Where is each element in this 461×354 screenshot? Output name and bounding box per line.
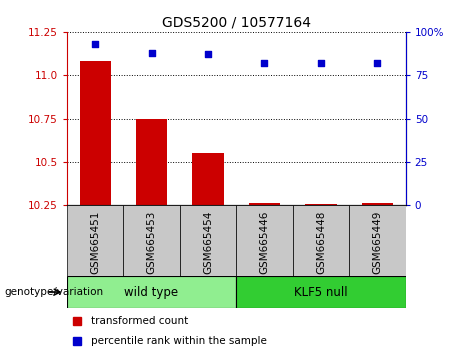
Bar [80, 61, 111, 205]
Text: GSM665454: GSM665454 [203, 211, 213, 274]
Point [317, 60, 325, 66]
Bar [123, 205, 180, 276]
Bar [180, 205, 236, 276]
Text: genotype/variation: genotype/variation [5, 287, 104, 297]
Point [261, 60, 268, 66]
Bar [306, 204, 337, 205]
Point [374, 60, 381, 66]
Bar [136, 119, 167, 205]
Bar [67, 276, 236, 308]
Bar [236, 276, 406, 308]
Point [204, 52, 212, 57]
Text: GSM665449: GSM665449 [372, 211, 383, 274]
Bar [362, 203, 393, 205]
Bar [193, 153, 224, 205]
Bar [236, 205, 293, 276]
Text: transformed count: transformed count [90, 316, 188, 326]
Bar [349, 205, 406, 276]
Bar [67, 205, 123, 276]
Text: wild type: wild type [124, 286, 178, 298]
Bar [293, 205, 349, 276]
Text: percentile rank within the sample: percentile rank within the sample [90, 336, 266, 346]
Text: GSM665451: GSM665451 [90, 211, 100, 274]
Bar [249, 203, 280, 205]
Text: GSM665453: GSM665453 [147, 211, 157, 274]
Point [91, 41, 99, 47]
Point [148, 50, 155, 56]
Text: KLF5 null: KLF5 null [294, 286, 348, 298]
Text: GSM665448: GSM665448 [316, 211, 326, 274]
Text: GSM665446: GSM665446 [260, 211, 270, 274]
Title: GDS5200 / 10577164: GDS5200 / 10577164 [162, 15, 311, 29]
